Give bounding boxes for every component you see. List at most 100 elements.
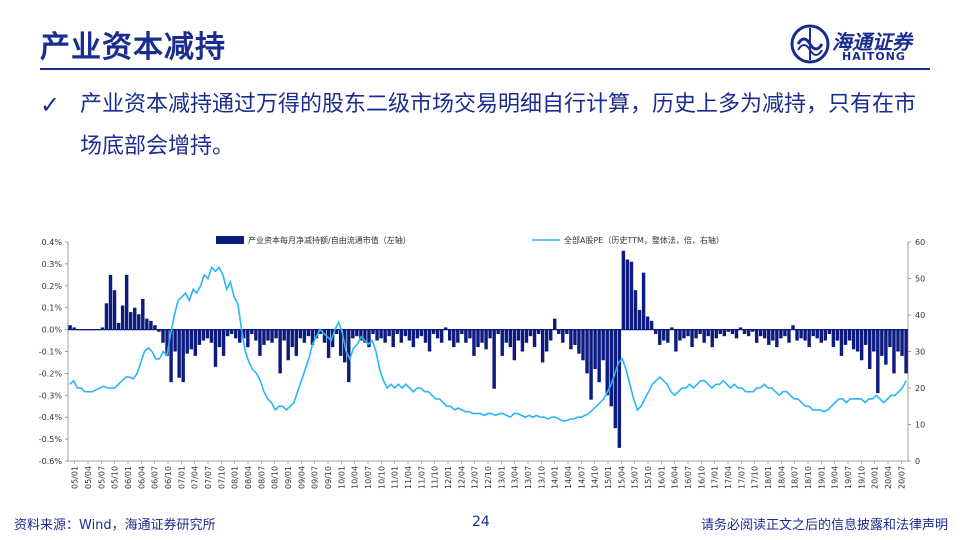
bar — [205, 329, 210, 339]
bar — [145, 318, 149, 330]
x-tick-label: 17/04 — [724, 466, 733, 489]
bar — [310, 329, 315, 345]
bar — [278, 329, 282, 374]
legend-swatch-bar — [216, 236, 244, 244]
haitong-logo-icon — [790, 24, 830, 64]
x-tick-label: 08/10 — [271, 466, 280, 489]
x-tick-label: 10/10 — [377, 466, 386, 489]
bar — [666, 329, 670, 343]
bar — [419, 329, 424, 337]
y-left-tick-label: 0.3% — [42, 260, 63, 269]
bar — [827, 329, 832, 334]
x-tick-label: 19/04 — [831, 466, 840, 489]
logo-text-cn: 海通证券 — [832, 30, 912, 54]
x-tick-label: 06/01 — [124, 466, 133, 489]
x-tick-label: 20/01 — [871, 466, 880, 489]
bar — [536, 329, 541, 334]
bar — [72, 327, 76, 330]
bar — [750, 329, 755, 332]
x-tick-label: 07/07 — [204, 466, 213, 489]
x-tick-label: 15/01 — [604, 466, 613, 489]
y-right-tick-label: 50 — [915, 275, 925, 284]
x-tick-label: 13/04 — [511, 466, 520, 489]
bar — [868, 329, 872, 370]
bar — [779, 329, 783, 339]
bar — [351, 329, 355, 339]
bar — [690, 329, 694, 348]
bar — [383, 329, 387, 343]
bar — [108, 274, 113, 330]
bar — [68, 325, 72, 330]
logo-text-en: HAITONG — [842, 50, 906, 63]
bar — [694, 329, 698, 339]
x-tick-label: 18/10 — [804, 466, 813, 489]
bar — [662, 329, 666, 341]
bar — [617, 329, 622, 448]
bar — [641, 272, 646, 330]
x-tick-label: 08/07 — [257, 466, 266, 489]
x-tick-label: 16/04 — [671, 466, 680, 489]
bar — [674, 329, 678, 352]
bar — [500, 329, 504, 356]
bar — [775, 329, 779, 348]
bar — [197, 329, 202, 345]
y-left-tick-label: 0.0% — [42, 326, 63, 335]
pe-line — [69, 266, 907, 422]
y-right-tick-label: 20 — [915, 384, 925, 393]
bar — [565, 329, 569, 334]
bar — [137, 314, 141, 330]
bar — [298, 329, 303, 339]
bar — [334, 329, 339, 334]
x-tick-label: 19/10 — [857, 466, 866, 489]
x-tick-label: 13/10 — [537, 466, 546, 489]
bar — [843, 329, 848, 345]
bar — [540, 329, 545, 363]
bar — [633, 290, 638, 330]
x-tick-label: 11/04 — [404, 466, 413, 489]
bar — [823, 329, 828, 341]
bar — [403, 329, 408, 337]
x-tick-label: 11/07 — [417, 466, 426, 489]
bar — [141, 298, 145, 330]
bar — [734, 329, 739, 339]
bar — [484, 329, 488, 350]
bar — [112, 290, 117, 330]
x-tick-label: 07/10 — [217, 466, 226, 489]
bar — [649, 320, 654, 330]
bar — [609, 329, 613, 407]
bar — [581, 329, 585, 361]
bar — [363, 329, 367, 343]
bar — [698, 329, 702, 334]
bar — [476, 329, 480, 348]
bar — [456, 329, 460, 343]
bar — [116, 323, 121, 330]
x-tick-label: 14/01 — [551, 466, 560, 489]
bar — [532, 329, 537, 348]
bar — [238, 329, 242, 343]
x-tick-label: 07/01 — [177, 466, 186, 489]
bar — [169, 329, 173, 383]
bar — [605, 329, 609, 396]
bar — [201, 329, 206, 341]
x-tick-label: 12/10 — [484, 466, 493, 489]
x-tick-label: 14/07 — [577, 466, 586, 489]
bar — [104, 303, 109, 330]
bar — [387, 329, 391, 337]
x-tick-label: 11/01 — [391, 466, 400, 489]
bar — [153, 325, 157, 330]
y-right-tick-label: 60 — [915, 238, 925, 247]
bar — [322, 329, 327, 343]
bar — [233, 329, 238, 339]
bar — [706, 329, 710, 337]
bar — [128, 312, 133, 330]
bar — [338, 329, 343, 356]
y-left-tick-label: 0.2% — [42, 282, 63, 291]
bar — [193, 329, 198, 356]
bar — [213, 329, 218, 367]
bar — [367, 329, 371, 348]
bar — [100, 327, 105, 330]
bar — [516, 329, 521, 341]
bar — [710, 329, 714, 348]
page-title: 产业资本减持 — [40, 30, 226, 65]
y-left-tick-label: -0.3% — [39, 391, 63, 400]
